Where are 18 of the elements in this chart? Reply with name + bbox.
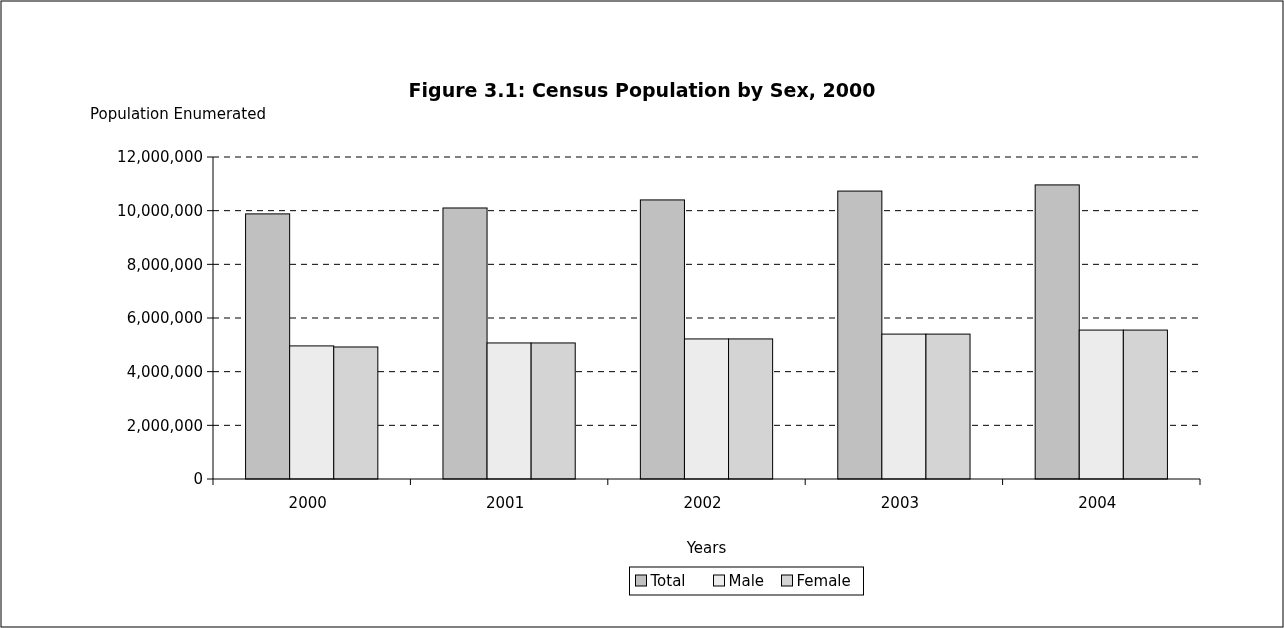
legend-label: Male: [728, 572, 765, 590]
y-tick-label: 8,000,000: [126, 255, 203, 274]
x-tick-label: 2000: [288, 494, 327, 512]
legend-label: Female: [796, 572, 851, 590]
y-tick-label: 4,000,000: [126, 362, 203, 381]
y-tick-label: 10,000,000: [117, 201, 203, 220]
x-tick-label: 2004: [1078, 494, 1117, 512]
y-axis-title: Population Enumerated: [90, 105, 266, 123]
x-tick-label: 2002: [683, 494, 722, 512]
legend-label: Total: [649, 572, 686, 590]
x-tick-label: 2003: [880, 494, 919, 512]
y-tick-label: 0: [193, 470, 203, 489]
y-tick-label: 12,000,000: [117, 148, 203, 167]
x-tick-label: 2001: [486, 494, 525, 512]
chart-title: Figure 3.1: Census Population by Sex, 2000: [408, 79, 876, 101]
x-axis-title: Years: [685, 539, 727, 557]
y-tick-label: 6,000,000: [126, 309, 203, 328]
y-tick-label: 2,000,000: [126, 416, 203, 435]
